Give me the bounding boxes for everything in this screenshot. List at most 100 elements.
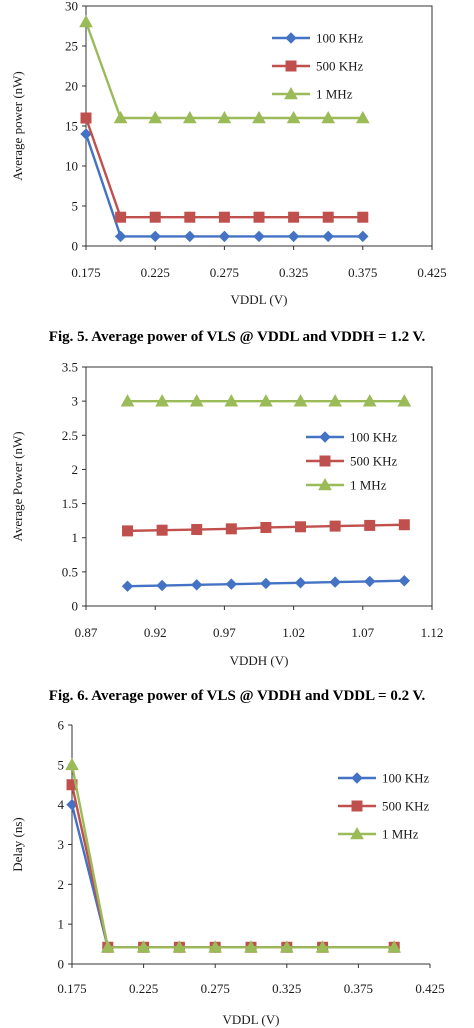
x-axis-label: VDDH (V)	[230, 653, 289, 668]
data-point-500-khz	[253, 211, 265, 223]
data-point-1-mhz	[397, 394, 412, 407]
data-point-1-mhz	[259, 394, 273, 407]
legend-marker-1-mhz	[318, 477, 332, 491]
y-tick-label: 0.5	[62, 564, 78, 579]
data-point-1-mhz	[182, 110, 197, 124]
series-100-khz	[80, 128, 369, 243]
x-tick-label: 0.275	[210, 265, 239, 280]
data-point-1-mhz	[148, 110, 163, 124]
data-point-1-mhz	[113, 110, 128, 124]
data-point-100-khz	[80, 128, 92, 140]
series-line-100-khz	[70, 804, 395, 949]
data-point-1-mhz	[217, 110, 232, 124]
series-line-1-mhz	[70, 764, 395, 949]
data-point-1-mhz	[362, 394, 377, 407]
x-tick-label: 0.325	[272, 981, 301, 996]
data-point-1-mhz	[224, 394, 239, 407]
x-tick-label: 0.425	[415, 981, 444, 996]
legend-label-100-khz: 100 KHz	[382, 771, 430, 786]
data-point-500-khz	[149, 211, 161, 223]
y-tick-label: 6	[58, 718, 65, 733]
x-tick-label: 0.225	[141, 265, 170, 280]
chart-delay-vs-vddl: 0 1 2 3 4 5 6 0.175 0.225 0.275 0.325 0.375 0.425 VDD…	[10, 718, 445, 1028]
chart-average-power-vs-vddl: 0 5 10 15 20 25 30 0.175 0.225 0.275 0.325 0.375 0.4…	[10, 0, 447, 307]
data-point-500-khz	[295, 521, 307, 533]
y-axis-label: Delay (ns)	[10, 817, 25, 872]
legend-label-1-mhz: 1 MHz	[382, 827, 419, 842]
series-100-khz	[66, 798, 400, 953]
data-point-500-khz	[122, 525, 134, 537]
data-point-100-khz	[149, 230, 161, 243]
y-tick-label: 20	[65, 79, 78, 94]
y-axis-label: Average Power (nW)	[10, 431, 25, 541]
series-500-khz	[80, 112, 369, 223]
data-point-1-mhz	[65, 757, 79, 771]
data-point-500-khz	[260, 521, 272, 533]
legend-marker-500-khz	[351, 800, 363, 812]
data-point-1-mhz	[293, 394, 308, 407]
data-point-500-khz	[329, 520, 341, 532]
y-tick-label: 0	[72, 239, 79, 254]
legend-label-100-khz: 100 KHz	[316, 31, 364, 46]
data-point-100-khz	[260, 577, 272, 590]
y-tick-label: 3	[58, 837, 65, 852]
legend-marker-1-mhz	[350, 826, 364, 840]
data-point-100-khz	[322, 230, 334, 243]
data-point-1-mhz	[120, 394, 135, 407]
figure-6-caption: Fig. 6. Average power of VLS @ VDDH and …	[49, 688, 426, 704]
data-point-100-khz	[191, 579, 203, 591]
x-tick-label: 0.97	[213, 625, 236, 640]
x-tick-label: 1.07	[351, 625, 374, 640]
data-point-1-mhz	[172, 940, 187, 953]
y-tick-label: 3.5	[62, 360, 78, 375]
y-tick-label: 10	[65, 159, 78, 174]
data-point-500-khz	[115, 211, 127, 223]
y-tick-label: 3	[72, 394, 79, 409]
data-point-100-khz	[253, 230, 265, 243]
y-axis-label: Average power (nW)	[10, 71, 25, 180]
legend-label-1-mhz: 1 MHz	[316, 87, 353, 102]
data-point-100-khz	[329, 576, 341, 588]
legend-label-100-khz: 100 KHz	[350, 430, 398, 445]
x-tick-label: 0.375	[344, 981, 373, 996]
x-tick-label: 0.92	[144, 625, 167, 640]
data-point-100-khz	[225, 578, 238, 590]
series-line-500-khz	[70, 784, 395, 949]
data-point-1-mhz	[155, 394, 169, 407]
data-point-100-khz	[287, 230, 300, 243]
figure-5-caption: Fig. 5. Average power of VLS @ VDDL and …	[49, 329, 426, 345]
data-point-1-mhz	[328, 394, 342, 407]
legend: 100 KHz 500 KHz 1 MHz	[306, 430, 398, 493]
data-point-1-mhz	[355, 110, 370, 124]
data-point-500-khz	[191, 524, 203, 536]
x-tick-label: 1.02	[282, 625, 305, 640]
data-point-1-mhz	[79, 14, 93, 28]
data-point-100-khz	[357, 230, 369, 243]
data-point-100-khz	[294, 577, 307, 589]
series-1-mhz	[120, 394, 412, 407]
legend-marker-1-mhz	[284, 86, 298, 100]
data-point-1-mhz	[136, 940, 151, 953]
series-500-khz	[122, 519, 410, 537]
data-point-100-khz	[156, 579, 168, 592]
x-tick-label: 0.425	[417, 265, 446, 280]
data-point-100-khz	[398, 575, 411, 587]
chart-average-power-vs-vddh: 0 0.5 1 1.5 2 2.5 3 3.5 0.87 0.92 0.97 1.02 1.07 1.12…	[10, 360, 443, 669]
legend-marker-100-khz	[351, 772, 363, 784]
data-point-1-mhz	[387, 940, 402, 953]
legend-label-500-khz: 500 KHz	[316, 59, 364, 74]
data-point-1-mhz	[321, 110, 336, 124]
plot-frame	[85, 366, 433, 607]
data-point-100-khz	[114, 230, 127, 243]
data-point-500-khz	[184, 211, 196, 223]
legend-marker-100-khz	[285, 32, 297, 44]
y-tick-label: 30	[65, 0, 78, 14]
data-point-500-khz	[225, 523, 237, 535]
data-point-500-khz	[218, 211, 230, 223]
y-tick-label: 1	[72, 530, 79, 545]
data-point-500-khz	[80, 112, 92, 124]
data-point-1-mhz	[189, 394, 204, 407]
data-point-1-mhz	[279, 940, 294, 953]
data-point-1-mhz	[100, 940, 115, 953]
